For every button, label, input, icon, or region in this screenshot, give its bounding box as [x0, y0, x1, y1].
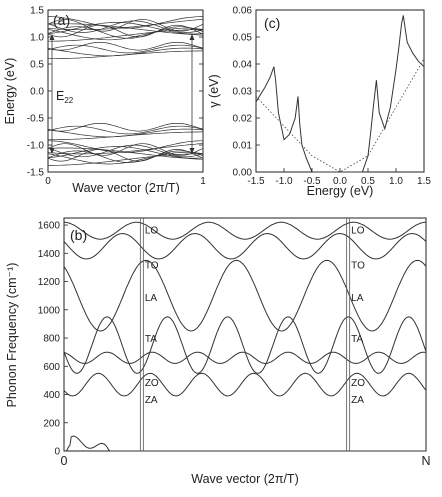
mode-label: ZA	[351, 395, 364, 406]
panel-c-xlabel: Energy (eV)	[307, 184, 374, 198]
panel-c: 0.00 0.01 0.02 0.03 0.04 0.05 0.06 -1.5 -1.0 -0.5…	[207, 6, 431, 199]
mode-label: LO	[351, 225, 365, 236]
panel-b-mode-labels: LO LO TO TO LA LA TA TA ZO ZO ZA ZA	[145, 225, 365, 405]
y-tick-label: 1400	[38, 249, 61, 260]
band-line	[47, 150, 204, 163]
x-tick-label: 1.0	[389, 176, 403, 187]
panel-b: 0 200 400 600 800 1000 1200 1400 1600 0 N LO LO TO TO…	[5, 217, 431, 486]
y-tick-label: 0.02	[233, 114, 253, 125]
band-line	[47, 144, 204, 158]
panel-a-ylabel: Energy (eV)	[3, 58, 17, 125]
panel-c-ylabel: γ (eV)	[207, 74, 221, 107]
panel-a-bands	[47, 16, 204, 166]
panel-b-xlabel: Wave vector (2π/T)	[191, 472, 298, 486]
band-line	[47, 19, 204, 32]
panel-b-label: (b)	[70, 227, 87, 243]
asymptote-line	[255, 58, 425, 173]
band-line	[47, 128, 204, 138]
panel-c-curves	[255, 15, 425, 173]
band-line	[47, 122, 204, 132]
band-line	[47, 143, 204, 155]
band-line	[47, 24, 204, 38]
x-tick-label: -1.0	[275, 176, 293, 187]
band-line	[48, 16, 203, 29]
phonon-branch	[63, 259, 427, 332]
mode-label: LO	[145, 225, 159, 236]
phonon-branch	[63, 351, 427, 364]
band-line	[47, 44, 204, 54]
band-line	[47, 22, 204, 35]
phonon-branch	[63, 221, 427, 240]
panel-c-label: (c)	[264, 15, 280, 31]
y-tick-label: 0	[54, 447, 60, 458]
band-line	[48, 140, 203, 153]
panel-a-annotation: E22	[56, 89, 74, 105]
panel-a-xlabel: Wave vector (2π/T)	[72, 181, 179, 195]
mode-label: LA	[351, 293, 364, 304]
mode-label: TA	[351, 334, 363, 345]
panel-b-ticks: 0 200 400 600 800 1000 1200 1400 1600 0 N	[38, 221, 431, 468]
band-line	[47, 26, 204, 39]
band-line	[47, 149, 204, 162]
y-tick-label: 0.04	[233, 60, 253, 71]
band-line	[47, 20, 204, 33]
band-line	[47, 125, 204, 135]
y-tick-label: 1.5	[30, 6, 44, 17]
panel-c-frame	[255, 9, 425, 173]
y-tick-label: -0.5	[27, 114, 45, 125]
mode-label: TO	[145, 261, 159, 272]
x-tick-label: 0.0	[333, 176, 347, 187]
y-tick-label: 0.00	[233, 168, 253, 179]
phonon-branch	[64, 435, 426, 452]
y-tick-label: 600	[43, 362, 60, 373]
y-tick-label: 0.0	[30, 87, 44, 98]
y-tick-label: 0.03	[233, 87, 253, 98]
mode-label: ZO	[145, 378, 159, 389]
y-tick-label: 200	[43, 418, 60, 429]
x-tick-label: -1.5	[247, 176, 265, 187]
x-tick-label: 0.5	[361, 176, 375, 187]
y-tick-label: 1.0	[30, 33, 44, 44]
y-tick-label: 1200	[38, 277, 61, 288]
y-tick-label: -1.5	[27, 168, 45, 179]
mode-label: TA	[145, 334, 157, 345]
panel-b-ylabel: Phonon Frequency (cm⁻¹)	[5, 263, 19, 408]
y-tick-label: 1600	[38, 221, 61, 232]
x-tick-label: 0	[45, 176, 51, 187]
mode-label: ZO	[351, 378, 365, 389]
y-tick-label: -1.0	[27, 141, 45, 152]
band-line	[48, 153, 204, 166]
x-tick-label: 0	[61, 454, 68, 468]
x-tick-label: N	[421, 454, 430, 468]
band-line	[47, 146, 204, 159]
y-tick-label: 0.05	[233, 33, 253, 44]
band-line	[48, 29, 204, 42]
y-tick-label: 1000	[38, 305, 61, 316]
mode-label: ZA	[145, 395, 158, 406]
y-tick-label: 0.01	[233, 141, 253, 152]
panel-a-label: (a)	[53, 12, 70, 28]
gamma-curve	[255, 15, 425, 173]
panel-c-ticks: 0.00 0.01 0.02 0.03 0.04 0.05 0.06 -1.5 -1.0 -0.5…	[233, 6, 432, 188]
phonon-branch	[63, 372, 427, 397]
panel-b-curves	[63, 218, 427, 452]
x-tick-label: -0.5	[303, 176, 321, 187]
y-tick-label: 400	[43, 390, 60, 401]
band-line	[47, 47, 204, 57]
y-tick-label: 0.5	[30, 60, 44, 71]
y-tick-label: 800	[43, 334, 60, 345]
panel-a: -1.5 -1.0 -0.5 0.0 0.5 1.0 1.5 0 1 (a) E22 Wave …	[3, 6, 206, 196]
mode-label: LA	[145, 293, 158, 304]
band-line	[47, 18, 204, 31]
panel-a-e22-arrows	[49, 34, 195, 154]
x-tick-label: 1	[200, 176, 206, 187]
mode-label: TO	[351, 261, 365, 272]
band-line	[47, 41, 204, 51]
band-line	[47, 143, 204, 156]
phonon-branch	[63, 316, 427, 374]
x-tick-label: 1.5	[417, 176, 431, 187]
phonon-branch	[63, 232, 427, 260]
y-tick-label: 0.06	[233, 6, 253, 17]
